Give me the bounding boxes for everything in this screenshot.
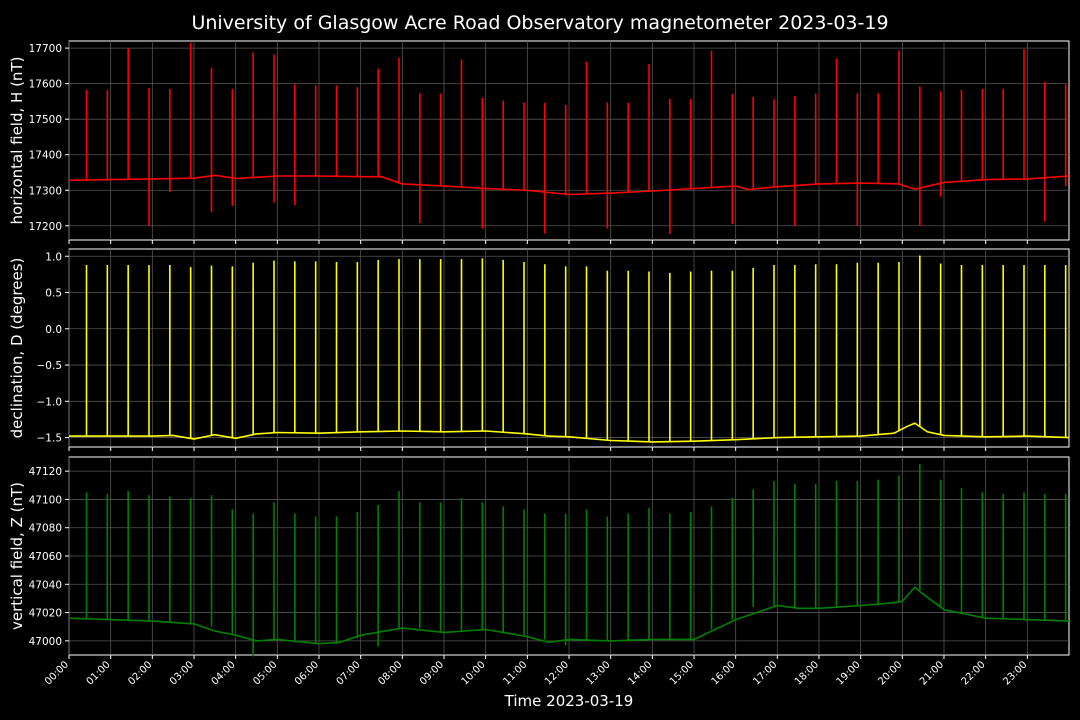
x-tick-label: 22:00 bbox=[960, 659, 988, 687]
x-tick-label: 17:00 bbox=[751, 659, 779, 687]
x-tick-label: 18:00 bbox=[793, 659, 821, 687]
x-tick-label: 01:00 bbox=[85, 659, 113, 687]
y-tick-label: 47080 bbox=[29, 523, 62, 535]
y-tick-label: 0.5 bbox=[45, 288, 62, 300]
y-tick-label: 17500 bbox=[29, 114, 62, 126]
x-tick-label: 10:00 bbox=[460, 659, 488, 687]
x-tick-label: 21:00 bbox=[918, 659, 946, 687]
y-tick-label: 0.0 bbox=[45, 324, 62, 336]
x-tick-label: 12:00 bbox=[543, 659, 571, 687]
series-baseline-h bbox=[68, 174, 1070, 196]
panel-d: −1.5 −1.0 −0.5 0.0 0.5 1.0 declination, D (deg… bbox=[8, 248, 1070, 451]
x-tick-label: 06:00 bbox=[293, 659, 321, 687]
x-tick-label: 00:00 bbox=[43, 659, 71, 687]
x-tick-label: 23:00 bbox=[1001, 659, 1029, 687]
x-tick-label: 15:00 bbox=[668, 659, 696, 687]
figure-title: University of Glasgow Acre Road Observat… bbox=[191, 12, 888, 34]
y-tick-label: 17700 bbox=[29, 43, 62, 55]
x-tick-label: 03:00 bbox=[168, 659, 196, 687]
y-tick-label: 47120 bbox=[29, 466, 62, 478]
y-tick-label: −1.0 bbox=[37, 396, 63, 408]
series-baseline-d bbox=[69, 422, 1070, 443]
x-tick-label: 04:00 bbox=[210, 659, 238, 687]
panel-z: 47000 47020 47040 47060 47080 47100 47120verti… bbox=[8, 456, 1070, 659]
y-tick-label: 17400 bbox=[29, 150, 62, 162]
y-tick-label: 17300 bbox=[29, 185, 62, 197]
y-tick-label: 47100 bbox=[29, 494, 62, 506]
panels: 17200 17300 17400 17500 17600 17700horizontal… bbox=[8, 40, 1070, 688]
x-tick-label: 16:00 bbox=[710, 659, 738, 687]
x-tick-label: 11:00 bbox=[501, 659, 529, 687]
x-tick-label: 13:00 bbox=[585, 659, 613, 687]
y-tick-label: −0.5 bbox=[37, 360, 63, 372]
x-tick-label: 09:00 bbox=[418, 659, 446, 687]
y-axis-label-d: declination, D (degrees) bbox=[8, 258, 26, 439]
y-axis-label-z: vertical field, Z (nT) bbox=[8, 482, 26, 630]
series-baseline-z bbox=[68, 585, 1070, 645]
y-axis-label-h: horizontal field, H (nT) bbox=[8, 57, 26, 225]
y-tick-label: 47000 bbox=[29, 636, 62, 648]
x-tick-label: 08:00 bbox=[376, 659, 404, 687]
y-tick-label: 47060 bbox=[29, 551, 62, 563]
y-tick-label: −1.5 bbox=[37, 433, 63, 445]
x-axis-label: Time 2023-03-19 bbox=[504, 692, 634, 710]
x-tick-label: 05:00 bbox=[251, 659, 279, 687]
x-tick-label: 20:00 bbox=[876, 659, 904, 687]
x-tick-label: 07:00 bbox=[335, 659, 363, 687]
x-tick-label: 19:00 bbox=[835, 659, 863, 687]
x-tick-label: 14:00 bbox=[626, 659, 654, 687]
y-tick-label: 17600 bbox=[29, 79, 62, 91]
y-tick-label: 47040 bbox=[29, 579, 62, 591]
x-tick-label: 02:00 bbox=[126, 659, 154, 687]
panel-h: 17200 17300 17400 17500 17600 17700horizontal… bbox=[8, 40, 1070, 244]
y-tick-label: 47020 bbox=[29, 608, 62, 620]
y-tick-label: 17200 bbox=[29, 221, 62, 233]
y-tick-label: 1.0 bbox=[45, 251, 62, 263]
